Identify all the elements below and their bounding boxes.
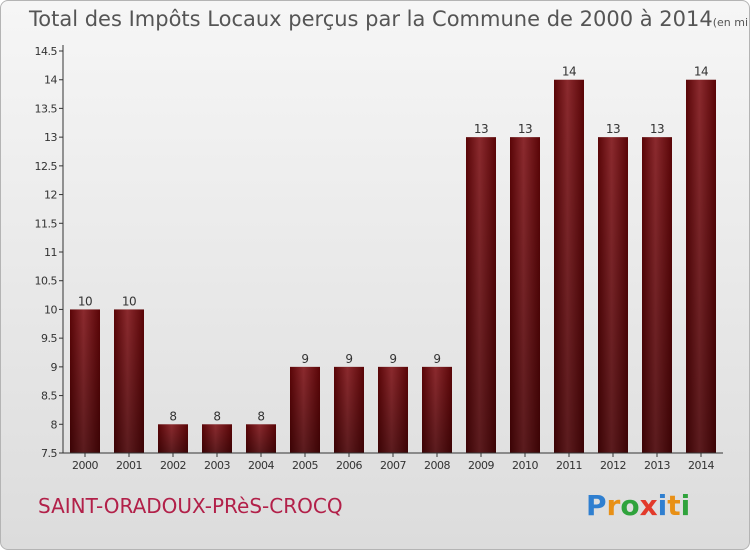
x-tick-label: 2014	[688, 459, 714, 472]
x-tick-label: 2004	[248, 459, 274, 472]
logo-letter: P	[586, 489, 607, 522]
bar-shade	[158, 424, 188, 453]
bar-shade	[686, 79, 716, 453]
bar-shade	[246, 424, 276, 453]
y-tick-label: 13	[44, 131, 57, 144]
bar-value-label: 14	[562, 65, 576, 79]
x-tick-label: 2010	[512, 459, 538, 472]
bar-shade	[642, 137, 672, 453]
bar-value-label: 13	[606, 122, 620, 136]
x-tick-label: 2000	[72, 459, 98, 472]
bar-shade	[422, 366, 452, 453]
bar-shade	[378, 366, 408, 453]
x-tick-label: 2003	[204, 459, 230, 472]
x-tick-label: 2005	[292, 459, 318, 472]
bar-value-label: 9	[301, 352, 308, 366]
bar-shade	[70, 309, 100, 453]
y-tick-label: 12	[44, 189, 57, 202]
x-tick-label: 2011	[556, 459, 582, 472]
bar-shade	[598, 137, 628, 453]
bar-value-label: 9	[389, 352, 396, 366]
bar-shade	[554, 79, 584, 453]
bar-value-label: 13	[518, 122, 532, 136]
y-tick-label: 11	[44, 246, 57, 259]
bar-shade	[510, 137, 540, 453]
y-tick-label: 12.5	[35, 160, 58, 173]
x-tick-label: 2013	[644, 459, 670, 472]
x-tick-label: 2006	[336, 459, 362, 472]
y-axis: 7.5 8 8.5 9 9.5 10 10.5 11 11.5 12 12.5 13 13.5 14 14.…	[35, 45, 64, 460]
bar-value-label: 9	[345, 352, 352, 366]
y-tick-label: 14.5	[35, 45, 58, 58]
bar-value-label: 13	[650, 122, 664, 136]
y-tick-label: 7.5	[41, 447, 57, 460]
bar-value-label: 13	[474, 122, 488, 136]
chart-title: Total des Impôts Locaux perçus par la Co…	[29, 7, 749, 31]
logo-letter: r	[606, 489, 621, 522]
title-unit: (en milliers d'€)	[712, 16, 749, 29]
y-tick-label: 8.5	[41, 390, 57, 403]
proxiti-logo: Proxiti	[586, 489, 690, 522]
x-axis: 2000 2001 2002 2003 2004 2005 2006 2007 2008 2009…	[63, 452, 723, 472]
logo-letter: i	[657, 489, 668, 522]
bar-shade	[114, 309, 144, 453]
y-tick-label: 13.5	[35, 102, 58, 115]
bar-shade	[334, 366, 364, 453]
y-tick-label: 9	[51, 361, 58, 374]
y-tick-label: 10.5	[35, 275, 58, 288]
y-tick-label: 8	[51, 418, 58, 431]
x-tick-label: 2007	[380, 459, 406, 472]
bar-shade	[466, 137, 496, 453]
bar-value-label: 8	[257, 409, 264, 423]
y-tick-label: 14	[44, 74, 57, 87]
x-tick-label: 2001	[116, 459, 142, 472]
y-tick-label: 11.5	[35, 217, 58, 230]
y-tick-label: 10	[44, 303, 57, 316]
x-tick-label: 2008	[424, 459, 450, 472]
bar-shade	[290, 366, 320, 453]
logo-letter: t	[667, 489, 681, 522]
bars: 10 10 8 8 8 9 9 9 9 13 13 14 13 13 14	[70, 65, 716, 453]
y-tick-label: 9.5	[41, 332, 57, 345]
logo-letter: x	[639, 489, 658, 522]
bar-value-label: 10	[122, 294, 136, 308]
bar-value-label: 14	[694, 65, 708, 79]
x-tick-label: 2002	[160, 459, 186, 472]
bar-value-label: 8	[213, 409, 220, 423]
commune-name: SAINT-ORADOUX-PRèS-CROCQ	[38, 494, 343, 518]
bar-value-label: 10	[78, 294, 92, 308]
x-tick-label: 2012	[600, 459, 626, 472]
logo-letter: i	[680, 489, 691, 522]
bar-value-label: 8	[169, 409, 176, 423]
bar-shade	[202, 424, 232, 453]
logo-letter: o	[620, 489, 640, 522]
x-tick-label: 2009	[468, 459, 494, 472]
bar-value-label: 9	[433, 352, 440, 366]
